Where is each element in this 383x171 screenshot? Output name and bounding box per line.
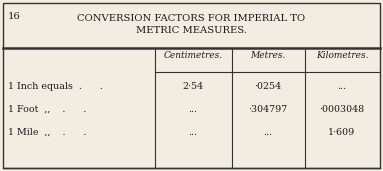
Text: 16: 16 (8, 12, 21, 21)
Text: 1 Mile  ,,    .      .: 1 Mile ,, . . (8, 128, 87, 137)
Text: ·304797: ·304797 (248, 105, 288, 114)
Text: 2·54: 2·54 (182, 82, 203, 91)
Text: Metres.: Metres. (250, 51, 286, 60)
Text: ...: ... (188, 128, 198, 137)
Text: 1 Foot  ,,    .      .: 1 Foot ,, . . (8, 105, 87, 114)
Text: ...: ... (337, 82, 347, 91)
Text: ·0003048: ·0003048 (319, 105, 365, 114)
Text: ...: ... (264, 128, 272, 137)
Text: Kilometres.: Kilometres. (316, 51, 368, 60)
Text: Centimetres.: Centimetres. (164, 51, 223, 60)
Text: ·0254: ·0254 (254, 82, 282, 91)
Text: 1 Inch equals  .      .: 1 Inch equals . . (8, 82, 103, 91)
Text: 1·609: 1·609 (328, 128, 356, 137)
Text: ...: ... (188, 105, 198, 114)
Text: METRIC MEASURES.: METRIC MEASURES. (136, 26, 246, 35)
Text: CONVERSION FACTORS FOR IMPERIAL TO: CONVERSION FACTORS FOR IMPERIAL TO (77, 14, 305, 23)
